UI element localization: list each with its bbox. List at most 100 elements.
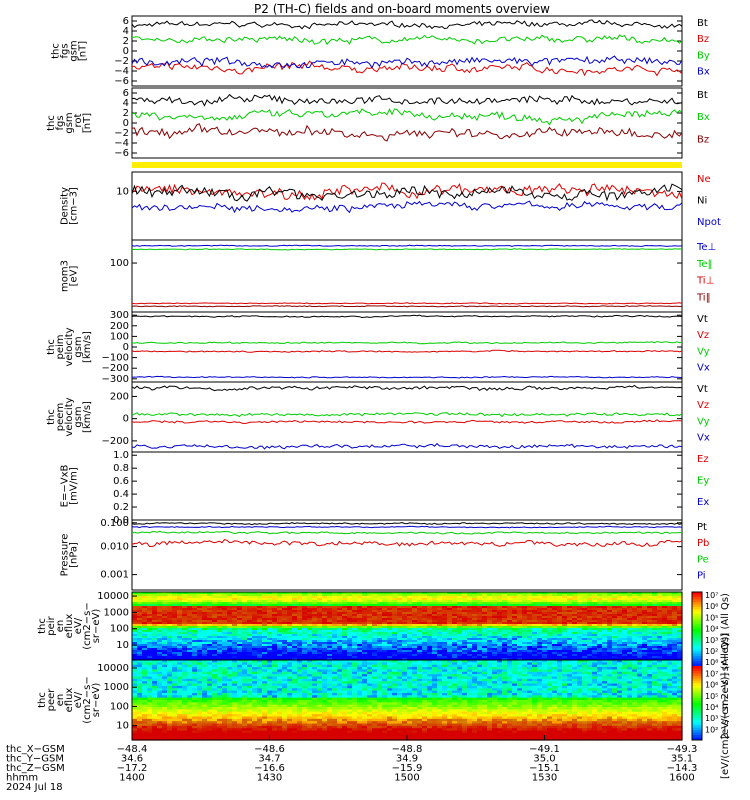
heatmap-cell (637, 669, 643, 673)
heatmap-cell (477, 636, 483, 639)
heatmap-cell (272, 594, 278, 597)
heatmap-cell (652, 624, 658, 627)
heatmap-cell (312, 671, 318, 675)
heatmap-cell (362, 658, 368, 661)
heatmap-cell (377, 608, 383, 611)
heatmap-cell (182, 600, 188, 603)
heatmap-cell (507, 676, 513, 680)
heatmap-cell (412, 650, 418, 653)
heatmap-cell (137, 610, 143, 613)
heatmap-cell (317, 628, 323, 631)
heatmap-cell (472, 594, 478, 597)
legend-Ex: Ex (697, 497, 709, 508)
heatmap-cell (277, 652, 283, 655)
heatmap-cell (247, 622, 253, 625)
heatmap-cell (417, 614, 423, 617)
heatmap-cell (172, 669, 178, 673)
heatmap-cell (652, 630, 658, 633)
heatmap-cell (262, 624, 268, 627)
heatmap-cell (232, 622, 238, 625)
heatmap-cell (472, 650, 478, 653)
heatmap-cell (197, 648, 203, 651)
heatmap-cell (242, 596, 248, 599)
heatmap-cell (492, 667, 498, 671)
heatmap-cell (392, 606, 398, 609)
heatmap-cell (417, 678, 423, 682)
heatmap-cell (182, 596, 188, 599)
heatmap-cell (577, 632, 583, 635)
heatmap-cell (632, 669, 638, 673)
heatmap-cell (452, 596, 458, 599)
heatmap-cell (242, 592, 248, 595)
heatmap-cell (302, 600, 308, 603)
ylabel-efield: [mV/m] (69, 467, 80, 505)
heatmap-cell (582, 632, 588, 635)
heatmap-cell (662, 634, 668, 637)
heatmap-cell (207, 612, 213, 615)
heatmap-cell (287, 667, 293, 671)
heatmap-cell (657, 638, 663, 641)
heatmap-cell (672, 634, 678, 637)
heatmap-cell (332, 669, 338, 673)
heatmap-cell (377, 624, 383, 627)
heatmap-cell (652, 667, 658, 671)
heatmap-cell (362, 628, 368, 631)
heatmap-cell (317, 662, 323, 666)
heatmap-cell (272, 642, 278, 645)
heatmap-cell (222, 676, 228, 680)
heatmap-cell (182, 632, 188, 635)
heatmap-cell (287, 632, 293, 635)
heatmap-cell (602, 667, 608, 671)
heatmap-cell (637, 614, 643, 617)
heatmap-cell (597, 658, 603, 661)
series-line-Te⊥ (131, 244, 683, 247)
heatmap-cell (547, 596, 553, 599)
heatmap-cell (282, 620, 288, 623)
heatmap-cell (282, 638, 288, 641)
heatmap-cell (457, 648, 463, 651)
heatmap-cell (342, 602, 348, 605)
heatmap-cell (487, 646, 493, 649)
heatmap-cell (362, 656, 368, 659)
heatmap-cell (527, 650, 533, 653)
heatmap-cell (307, 662, 313, 666)
heatmap-cell (332, 658, 338, 661)
heatmap-cell (442, 600, 448, 603)
heatmap-cell (607, 626, 613, 629)
heatmap-cell (352, 642, 358, 645)
heatmap-cell (527, 648, 533, 651)
heatmap-cell (357, 664, 363, 668)
heatmap-cell (342, 644, 348, 647)
heatmap-cell (567, 678, 573, 682)
heatmap-cell (402, 608, 408, 611)
heatmap-cell (387, 604, 393, 607)
heatmap-cell (352, 652, 358, 655)
heatmap-cell (542, 618, 548, 621)
heatmap-cell (402, 628, 408, 631)
heatmap-cell (392, 598, 398, 601)
heatmap-cell (247, 669, 253, 673)
heatmap-cell (442, 630, 448, 633)
heatmap-cell (512, 624, 518, 627)
heatmap-cell (462, 662, 468, 666)
heatmap-cell (437, 598, 443, 601)
heatmap-cell (507, 656, 513, 659)
heatmap-cell (182, 660, 188, 663)
ylabel-peer_eflux: eV/ (73, 691, 84, 708)
heatmap-cell (162, 622, 168, 625)
heatmap-cell (637, 634, 643, 637)
heatmap-cell (607, 602, 613, 605)
heatmap-cell (307, 664, 313, 668)
heatmap-cell (362, 652, 368, 655)
heatmap-cell (222, 644, 228, 647)
heatmap-cell (422, 608, 428, 611)
heatmap-cell (502, 620, 508, 623)
heatmap-cell (492, 640, 498, 643)
series-line-Npot (131, 200, 683, 214)
heatmap-cell (647, 634, 653, 637)
heatmap-cell (342, 608, 348, 611)
heatmap-cell (557, 592, 563, 595)
heatmap-cell (537, 632, 543, 635)
heatmap-cell (397, 632, 403, 635)
heatmap-cell (197, 594, 203, 597)
